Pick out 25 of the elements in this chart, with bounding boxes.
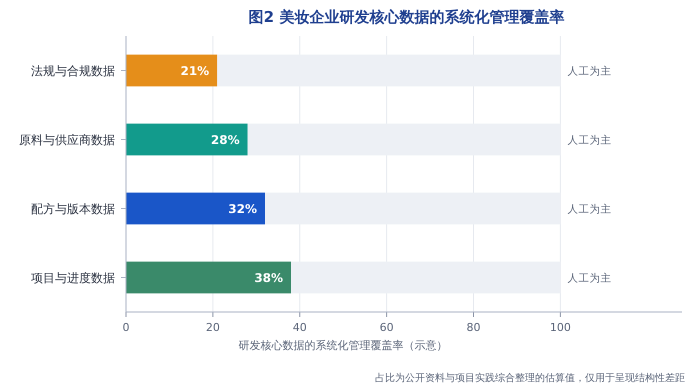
y-tick-label: 法规与合规数据 xyxy=(31,64,115,78)
chart-title: 图2 美妆企业研发核心数据的系统化管理覆盖率 xyxy=(248,8,564,26)
annotation: 人工为主 xyxy=(567,202,612,216)
data-label: 38% xyxy=(254,271,284,285)
annotation: 人工为主 xyxy=(567,272,612,284)
bar xyxy=(126,192,265,224)
annotation: 人工为主 xyxy=(567,64,612,78)
bar xyxy=(126,262,292,294)
y-tick-label: 项目与进度数据 xyxy=(31,271,115,285)
x-tick-label: 60 xyxy=(380,321,394,334)
x-axis-title: 研发核心数据的系统化管理覆盖率（示意） xyxy=(238,339,448,352)
data-label: 32% xyxy=(228,202,257,216)
annotation: 人工为主 xyxy=(567,134,612,146)
y-tick-label: 配方与版本数据 xyxy=(31,202,115,216)
x-tick-label: 100 xyxy=(550,321,571,334)
bar xyxy=(126,54,218,86)
y-tick-label: 原料与供应商数据 xyxy=(19,133,115,147)
x-tick-label: 0 xyxy=(122,321,130,334)
x-tick-label: 20 xyxy=(206,321,220,334)
x-tick-label: 40 xyxy=(292,321,307,334)
text: 占比为公开资料与项目实践综合整理的估算值，仅用于呈现结构性差距 xyxy=(375,372,685,384)
bar xyxy=(126,124,248,156)
data-label: 28% xyxy=(210,133,240,147)
x-tick-label: 80 xyxy=(466,321,480,334)
data-label: 21% xyxy=(180,64,210,78)
